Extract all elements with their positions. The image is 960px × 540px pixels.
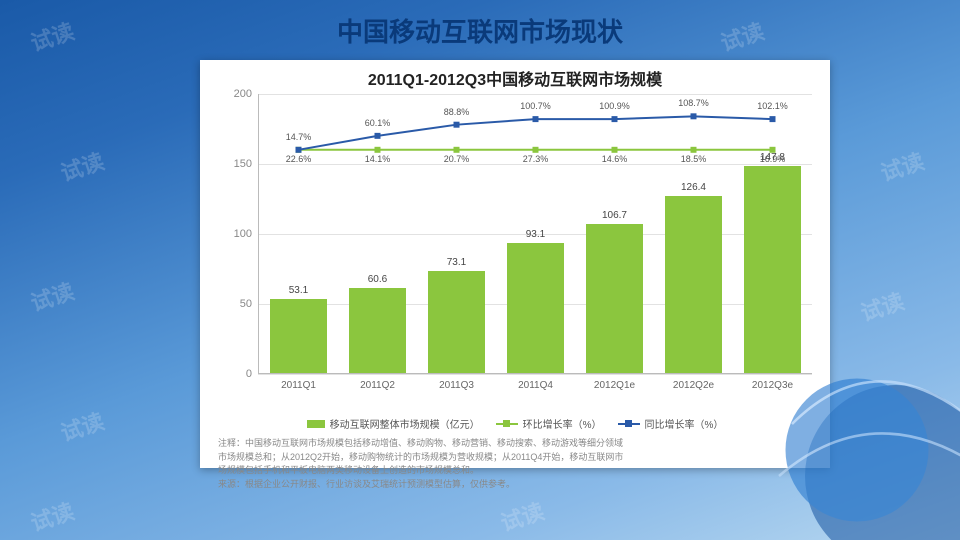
chart-title: 2011Q1-2012Q3中国移动互联网市场规模 <box>200 60 830 90</box>
watermark: 试读 <box>876 144 928 188</box>
watermark: 试读 <box>856 284 908 328</box>
slide: 试读 试读 试读 试读 试读 试读 试读 试读 试读 中国移动互联网市场现状 2… <box>0 0 960 540</box>
x-tick-label: 2012Q1e <box>575 380 654 391</box>
line-point-label: 100.9% <box>599 101 630 111</box>
y-tick-label: 150 <box>218 158 252 170</box>
watermark: 试读 <box>26 274 78 318</box>
legend-line1-label: 环比增长率（%） <box>523 416 602 431</box>
line-point-label: 60.1% <box>365 118 391 128</box>
line-point-label: 14.6% <box>602 154 628 164</box>
line-point-label: 27.3% <box>523 154 549 164</box>
line-point-label: 88.8% <box>444 107 470 117</box>
line-point-label: 22.6% <box>286 154 312 164</box>
plot-area: 050100150200 53.12011Q160.62011Q273.1201… <box>218 94 812 394</box>
watermark: 试读 <box>26 494 78 538</box>
x-tick-label: 2011Q1 <box>259 380 338 391</box>
watermark: 试读 <box>56 144 108 188</box>
line-point-label: 14.7% <box>286 132 312 142</box>
page-title: 中国移动互联网市场现状 <box>0 12 960 49</box>
line-point-label: 14.1% <box>365 154 391 164</box>
x-tick-label: 2012Q2e <box>654 380 733 391</box>
line-point-label: 108.7% <box>678 98 709 108</box>
legend-line2-label: 同比增长率（%） <box>645 416 724 431</box>
legend-bar-label: 移动互联网整体市场规模（亿元） <box>330 416 480 431</box>
y-tick-label: 50 <box>218 298 252 310</box>
legend-line2: 同比增长率（%） <box>618 416 724 431</box>
chart-card: 2011Q1-2012Q3中国移动互联网市场规模 050100150200 53… <box>200 60 830 468</box>
y-tick-label: 0 <box>218 368 252 380</box>
watermark: 试读 <box>496 494 548 538</box>
footnote-line: 来源：根据企业公开财报、行业访谈及艾瑞统计预测模型估算，仅供参考。 <box>218 478 812 492</box>
legend-line1: 环比增长率（%） <box>496 416 602 431</box>
y-tick-label: 100 <box>218 228 252 240</box>
watermark: 试读 <box>56 404 108 448</box>
x-tick-label: 2011Q4 <box>496 380 575 391</box>
x-tick-label: 2011Q3 <box>417 380 496 391</box>
footnote-line: 场规模包括手机和平板电脑两类移动设备上创造的市场规模总和。 <box>218 464 812 478</box>
footnote: 注释：中国移动互联网市场规模包括移动增值、移动购物、移动营销、移动搜索、移动游戏… <box>200 431 830 491</box>
gridline <box>258 374 812 375</box>
footnote-line: 注释：中国移动互联网市场规模包括移动增值、移动购物、移动营销、移动搜索、移动游戏… <box>218 437 812 451</box>
line-point-label: 18.5% <box>681 154 707 164</box>
footnote-line: 市场规模总和；从2012Q2开始，移动购物统计的市场规模为营收规模；从2011Q… <box>218 451 812 465</box>
legend-bar: 移动互联网整体市场规模（亿元） <box>307 416 480 431</box>
y-tick-label: 200 <box>218 88 252 100</box>
line-point-label: 102.1% <box>757 101 788 111</box>
legend: 移动互联网整体市场规模（亿元） 环比增长率（%） 同比增长率（%） <box>200 416 830 431</box>
x-tick-label: 2012Q3e <box>733 380 812 391</box>
line-point-label: 20.7% <box>444 154 470 164</box>
line-point-label: 100.7% <box>520 101 551 111</box>
x-tick-label: 2011Q2 <box>338 380 417 391</box>
line-point-label: 16.9% <box>760 154 786 164</box>
